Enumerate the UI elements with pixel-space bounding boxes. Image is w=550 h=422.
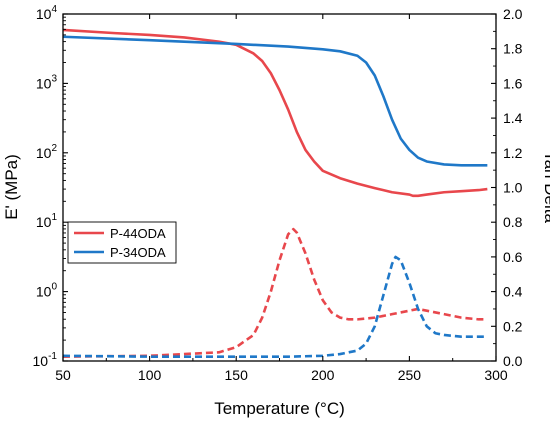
y-axis-left-label: E' (MPa) — [2, 154, 21, 220]
legend: P-44ODA P-34ODA — [67, 221, 177, 264]
series-line-p-34oda-left — [63, 35, 488, 167]
legend-label-p-44oda: P-44ODA — [110, 226, 166, 241]
y-right-tick-label: 1.6 — [503, 75, 523, 91]
x-tick-label: 200 — [311, 367, 335, 383]
legend-box — [67, 221, 177, 264]
x-axis-label: Temperature (°C) — [214, 399, 345, 418]
y-left-tick-label: 101 — [36, 212, 58, 230]
y-right-tick-label: 0.4 — [503, 284, 523, 300]
frame-layer — [62, 13, 497, 362]
series-line-p-44oda-right — [63, 227, 488, 358]
y-right-tick-label: 1.8 — [503, 41, 523, 57]
y-right-tick-label: 1.2 — [503, 145, 523, 161]
y-right-tick-label: 1.0 — [503, 180, 523, 196]
y-left-tick-label: 10-1 — [33, 351, 58, 369]
x-tick-label: 100 — [138, 367, 162, 383]
x-tick-label: 250 — [398, 367, 422, 383]
x-tick-label: 300 — [484, 367, 508, 383]
y-axis-right-label: Tan Delta — [541, 151, 550, 223]
y-right-tick-label: 1.4 — [503, 110, 523, 126]
x-tick-label: 150 — [225, 367, 249, 383]
x-tick-label: 50 — [55, 367, 71, 383]
y-right-tick-label: 0.6 — [503, 249, 523, 265]
plot-frame — [62, 13, 497, 362]
y-left-tick-label: 100 — [36, 282, 58, 300]
series-line-p-34oda-right — [63, 255, 488, 358]
y-left-tick-label: 103 — [36, 73, 58, 91]
series-line-p-44oda-left — [63, 28, 488, 198]
y-left-tick-label: 102 — [36, 143, 58, 161]
ticks-layer: 50 100 150 200 250 300 10-1 100 101 102 103 104 0.0 0… — [33, 4, 523, 383]
y-right-tick-label: 0.0 — [503, 353, 523, 369]
y-right-tick-label: 0.2 — [503, 318, 523, 334]
series-layer — [63, 28, 488, 358]
legend-label-p-34oda: P-34ODA — [110, 245, 166, 260]
y-right-tick-label: 0.8 — [503, 214, 523, 230]
y-right-tick-label: 2.0 — [503, 6, 523, 22]
y-left-tick-label: 104 — [36, 4, 58, 22]
